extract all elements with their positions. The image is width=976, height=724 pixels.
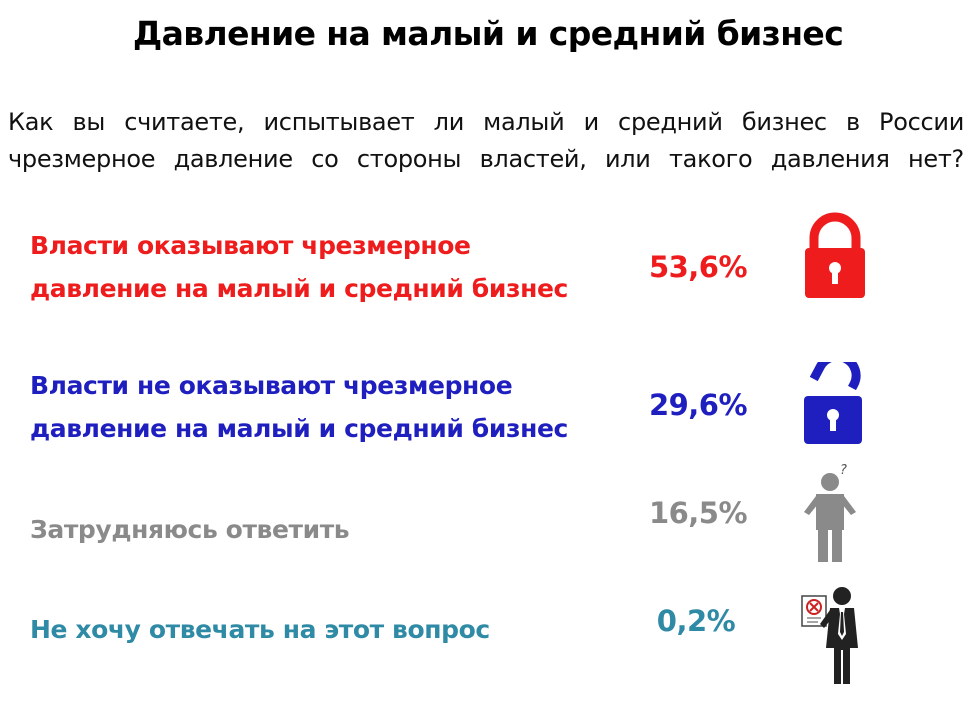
row-label-line: Власти не оказывают чрезмерное — [30, 371, 513, 400]
row-value-pressure: 53,6% — [648, 250, 748, 284]
chart-question: Как вы считаете, испытывает ли малый и с… — [8, 104, 964, 178]
shrugging-person-icon: ? — [796, 460, 866, 566]
row-value-undecided: 16,5% — [648, 496, 748, 530]
row-label-line: Затрудняюсь ответить — [30, 515, 350, 544]
locked-padlock-icon — [800, 212, 870, 300]
row-label-no-pressure: Власти не оказывают чрезмерное давление … — [30, 364, 630, 450]
row-value-no-pressure: 29,6% — [648, 388, 748, 422]
svg-text:?: ? — [840, 463, 847, 478]
person-rejecting-document-icon — [798, 584, 874, 690]
row-label-undecided: Затрудняюсь ответить — [30, 508, 630, 551]
unlocked-padlock-icon — [800, 362, 880, 448]
row-label-line: давление на малый и средний бизнес — [30, 274, 568, 303]
row-label-line: Власти оказывают чрезмерное — [30, 231, 471, 260]
row-label-refused: Не хочу отвечать на этот вопрос — [30, 608, 630, 651]
chart-title: Давление на малый и средний бизнес — [132, 14, 844, 53]
row-label-pressure: Власти оказывают чрезмерное давление на … — [30, 224, 630, 310]
question-line-2: чрезмерное давление со стороны властей, … — [8, 145, 964, 173]
row-label-line: Не хочу отвечать на этот вопрос — [30, 615, 490, 644]
row-label-line: давление на малый и средний бизнес — [30, 414, 568, 443]
row-value-refused: 0,2% — [656, 604, 736, 638]
question-line-1: Как вы считаете, испытывает ли малый и с… — [8, 108, 964, 136]
